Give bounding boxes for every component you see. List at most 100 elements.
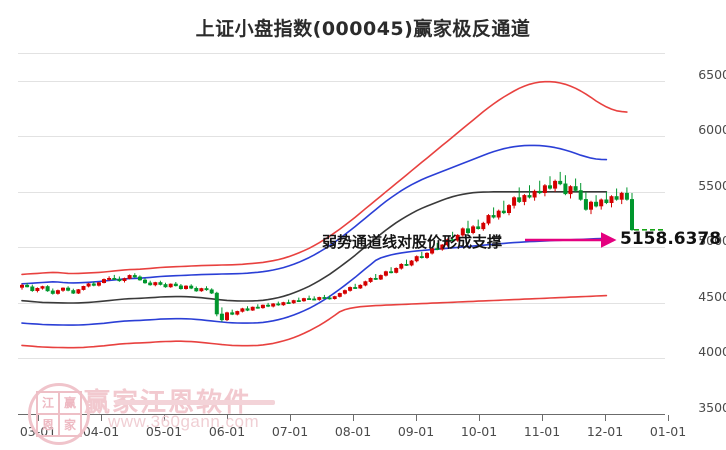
candlestick	[629, 193, 634, 231]
candlestick	[604, 191, 609, 205]
candlestick	[255, 304, 260, 309]
candlestick	[578, 183, 583, 201]
candle-body	[599, 199, 604, 207]
candlestick	[35, 287, 40, 293]
candle-body	[40, 286, 45, 289]
candlestick	[158, 280, 163, 286]
candlestick	[163, 282, 168, 288]
candlestick	[291, 299, 296, 304]
candle-body	[342, 290, 347, 294]
candlestick	[430, 247, 435, 255]
candlestick	[409, 260, 414, 267]
candlestick	[173, 282, 178, 287]
candlestick	[619, 191, 624, 205]
candle-body	[71, 290, 76, 294]
candle-body	[399, 263, 404, 269]
candlestick	[50, 288, 55, 295]
candlestick	[76, 289, 81, 294]
candle-body	[481, 222, 486, 230]
x-axis-tick	[164, 415, 165, 421]
candle-body	[327, 297, 332, 300]
candlestick	[45, 285, 50, 292]
candlestick	[537, 180, 542, 195]
candlestick	[460, 227, 465, 237]
candle-body	[168, 283, 173, 288]
candlestick	[517, 187, 522, 203]
x-axis-tick	[416, 415, 417, 421]
candle-body	[568, 186, 573, 195]
candlestick	[450, 231, 455, 242]
candle-body	[194, 287, 199, 292]
candlestick	[363, 280, 368, 287]
candlestick	[301, 297, 306, 302]
candlestick	[307, 295, 312, 301]
candle-body	[558, 180, 563, 185]
candle-body	[491, 215, 496, 218]
candlestick	[112, 274, 117, 280]
candle-body	[409, 260, 414, 266]
candlestick	[271, 303, 276, 308]
candlestick	[66, 286, 71, 292]
candle-body	[219, 313, 224, 321]
candlestick	[419, 251, 424, 259]
candle-body	[276, 303, 281, 306]
candlestick	[276, 301, 281, 306]
candle-body	[496, 210, 501, 218]
x-axis-tick-label: 08-01	[334, 424, 372, 439]
candle-body	[86, 283, 91, 287]
candle-body	[527, 195, 532, 198]
candlestick	[522, 194, 527, 206]
candle-body	[102, 279, 107, 283]
candlestick	[91, 281, 96, 287]
candlestick	[476, 219, 481, 230]
page-title: 上证小盘指数(000045)赢家极反通道	[195, 18, 531, 40]
candlestick	[322, 294, 327, 299]
candle-body	[245, 308, 250, 311]
candle-body	[153, 282, 158, 286]
candlestick	[491, 207, 496, 219]
candlestick	[532, 189, 537, 201]
x-axis-tick	[668, 415, 669, 421]
candlestick	[542, 184, 547, 197]
candlestick	[394, 267, 399, 274]
candlestick	[102, 278, 107, 284]
candlestick	[260, 304, 265, 309]
x-axis-tick	[479, 415, 480, 421]
candlestick	[86, 282, 91, 288]
candlestick	[317, 296, 322, 301]
candle-body	[35, 287, 40, 291]
gridline-y	[18, 81, 665, 82]
candle-body	[373, 277, 378, 280]
candle-body	[368, 277, 373, 282]
channel-band-line	[21, 237, 608, 326]
candlestick	[553, 179, 558, 192]
candle-body	[214, 292, 219, 315]
candle-body	[435, 248, 440, 251]
candle-body	[250, 306, 255, 311]
candle-body	[486, 215, 491, 224]
candlestick	[266, 302, 271, 308]
candle-body	[25, 284, 30, 288]
candlestick	[235, 310, 240, 316]
candle-body	[107, 277, 112, 280]
candlestick	[583, 191, 588, 211]
candle-body	[158, 282, 163, 285]
candlestick	[588, 200, 593, 215]
x-axis-tick-label: 10-01	[460, 424, 498, 439]
candle-body	[553, 180, 558, 189]
x-axis-tick-label: 12-01	[586, 424, 624, 439]
candlestick	[558, 171, 563, 186]
channel-band-line	[21, 80, 628, 276]
candlestick	[214, 291, 219, 317]
candlestick	[281, 301, 286, 306]
candle-body	[358, 284, 363, 289]
candlestick	[471, 225, 476, 235]
candle-body	[91, 283, 96, 286]
candle-body	[132, 275, 137, 278]
x-axis-tick-label: 09-01	[397, 424, 435, 439]
candle-body	[96, 282, 101, 286]
candle-body	[471, 226, 476, 233]
candle-body	[137, 276, 142, 281]
candle-body	[522, 195, 527, 202]
candlestick	[563, 175, 568, 196]
